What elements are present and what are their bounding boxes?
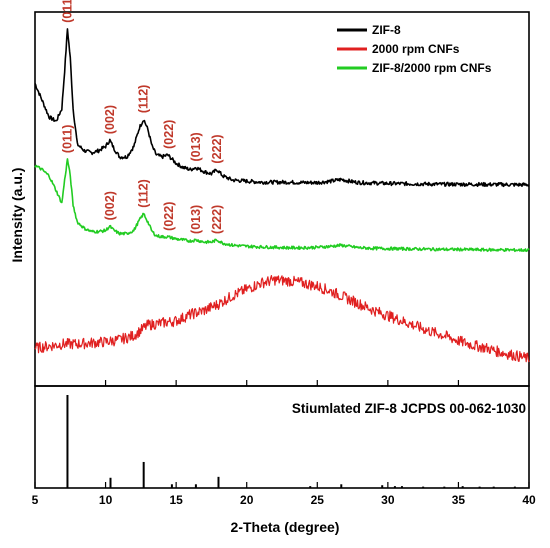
peak-label: (002) bbox=[103, 105, 117, 134]
x-tick-label: 5 bbox=[32, 493, 39, 507]
peak-label: (011) bbox=[60, 125, 74, 154]
legend-entry: ZIF-8 bbox=[372, 23, 401, 37]
x-tick-label: 35 bbox=[452, 493, 466, 507]
legend: ZIF-8 2000 rpm CNFs ZIF-8/2000 rpm CNFs bbox=[337, 23, 492, 75]
reference-title: Stiumlated ZIF-8 JCPDS 00-062-1030 bbox=[292, 401, 526, 416]
peak-label: (011) bbox=[60, 0, 74, 23]
peak-label: (222) bbox=[210, 205, 224, 234]
series-line-2 bbox=[34, 274, 530, 363]
x-tick-label: 20 bbox=[240, 493, 254, 507]
legend-entry: ZIF-8/2000 rpm CNFs bbox=[372, 61, 492, 75]
x-axis-label: 2-Theta (degree) bbox=[231, 519, 340, 535]
peak-label: (002) bbox=[103, 191, 117, 220]
x-tick-label: 30 bbox=[381, 493, 395, 507]
lower-panel: 5 10 15 20 25 30 35 40 bbox=[32, 385, 536, 507]
peak-label: (022) bbox=[162, 202, 176, 231]
peak-label: (112) bbox=[137, 85, 151, 114]
x-tick-label: 15 bbox=[169, 493, 183, 507]
peak-label: (013) bbox=[189, 205, 203, 234]
peak-label: (022) bbox=[162, 120, 176, 149]
series-line-1 bbox=[34, 28, 530, 188]
x-tick-label: 25 bbox=[311, 493, 325, 507]
series-line-3 bbox=[34, 158, 530, 253]
y-axis-label: Intensity (a.u.) bbox=[9, 168, 25, 263]
peak-label: (013) bbox=[189, 132, 203, 161]
upper-panel: (011) (002) (112) (022) (013) (222) (011) (002)… bbox=[34, 0, 530, 387]
peak-label: (222) bbox=[210, 134, 224, 163]
peak-label: (112) bbox=[137, 179, 151, 208]
lower-plot-frame bbox=[34, 385, 530, 489]
x-tick-label: 10 bbox=[99, 493, 113, 507]
x-tick-label: 40 bbox=[522, 493, 536, 507]
legend-entry: 2000 rpm CNFs bbox=[372, 42, 460, 56]
